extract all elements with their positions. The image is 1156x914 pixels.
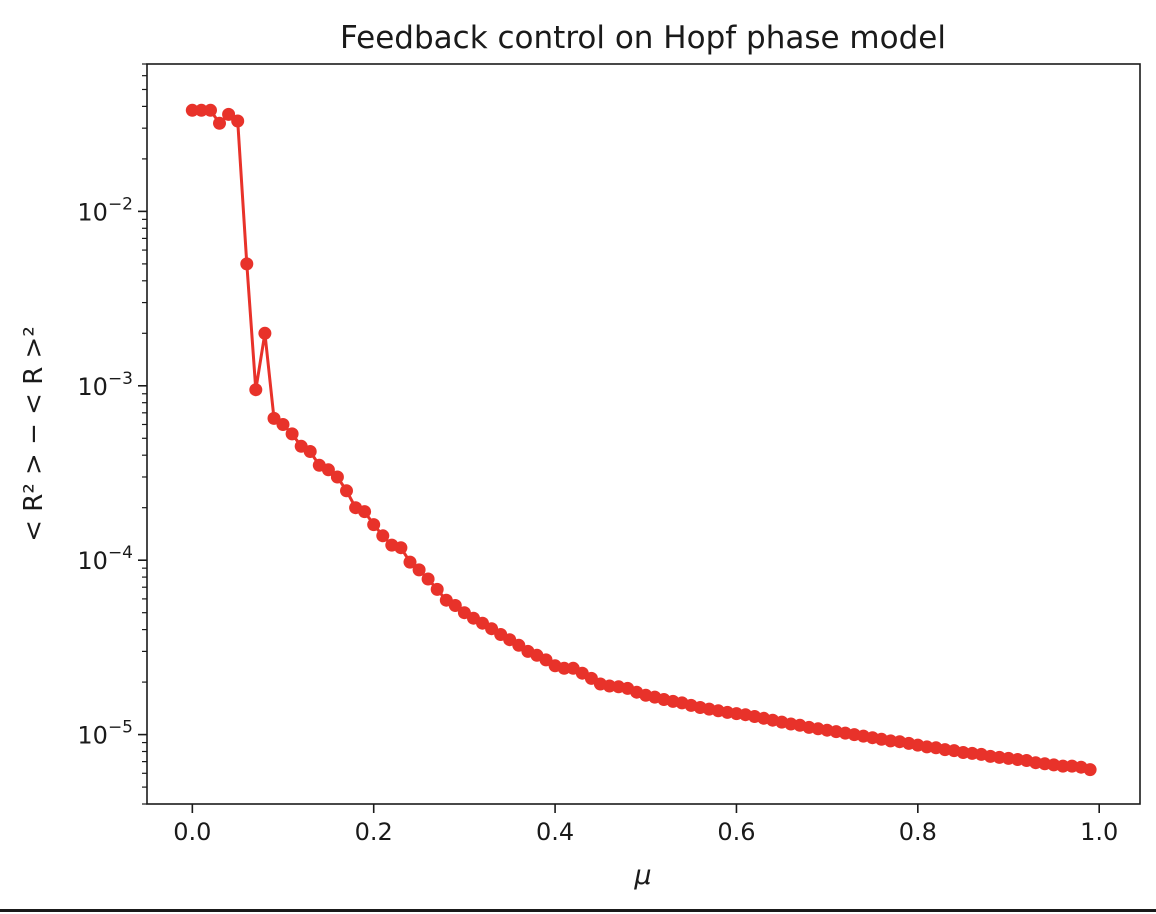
x-tick-label: 1.0 (1080, 818, 1118, 846)
plot-frame (146, 63, 1141, 805)
data-point (430, 582, 444, 596)
data-point (376, 529, 390, 543)
y-tick-label: 10−5 (77, 718, 133, 750)
x-tick-label: 0.6 (717, 818, 755, 846)
data-point (358, 505, 372, 519)
x-tick-label: 0.8 (899, 818, 937, 846)
data-point (557, 661, 571, 675)
x-axis: 0.0 0.2 0.4 0.6 0.8 1.0 (173, 804, 1118, 846)
data-point (1083, 763, 1097, 777)
y-axis-label: < R² > − < R >² (19, 326, 49, 542)
data-point (330, 470, 344, 484)
data-point (394, 541, 408, 555)
data-point (194, 103, 208, 117)
data-point (213, 116, 226, 130)
chart-title: Feedback control on Hopf phase model (340, 20, 946, 56)
x-tick-label: 0.0 (173, 818, 211, 846)
data-point (340, 484, 353, 498)
y-tick-label: 10−3 (77, 369, 133, 401)
data-point (276, 418, 290, 431)
data-point (240, 257, 254, 271)
data-point (321, 463, 335, 477)
x-tick-label: 0.4 (536, 818, 574, 846)
data-point (258, 326, 272, 340)
data-point (448, 599, 462, 612)
data-point (412, 563, 426, 577)
data-point (185, 103, 199, 117)
data-point (403, 555, 417, 569)
data-point (222, 107, 236, 121)
data-point (367, 518, 381, 532)
data-point (303, 445, 317, 458)
series-line (192, 108, 1091, 772)
y-axis-minor-ticks (142, 63, 147, 805)
data-point (204, 103, 217, 117)
data-point (512, 638, 526, 652)
series-markers (185, 103, 1097, 777)
x-tick-label: 0.2 (355, 818, 393, 846)
y-axis: 10−5 10−4 10−3 10−2 (77, 194, 147, 750)
data-point (421, 572, 435, 586)
y-tick-label: 10−2 (77, 194, 133, 226)
bottom-border (0, 909, 1156, 912)
y-tick-label: 10−4 (77, 543, 133, 575)
x-axis-label: μ (633, 860, 651, 891)
data-point (1056, 759, 1070, 773)
data-point (249, 383, 263, 397)
data-point (285, 427, 299, 441)
data-point (231, 114, 245, 128)
